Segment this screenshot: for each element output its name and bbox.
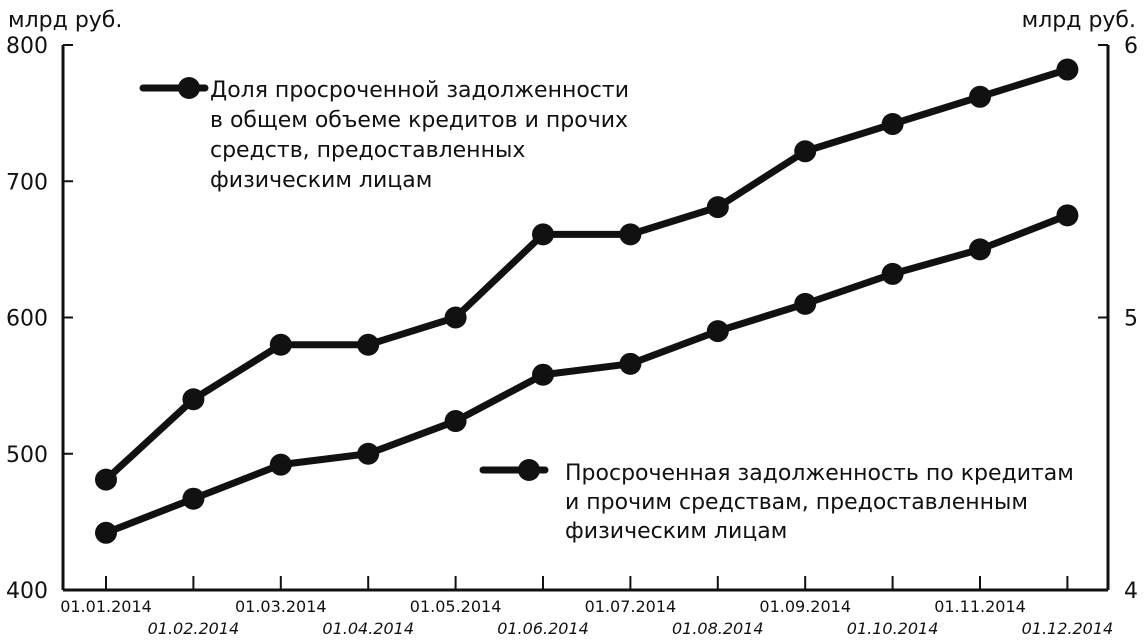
left-tick-label: 500 — [6, 443, 48, 468]
series-1-point — [619, 223, 642, 246]
series-1-point — [95, 468, 117, 491]
right-tick-label: 5 — [1124, 307, 1138, 332]
x-tick-label: 01.08.2014 — [672, 619, 764, 638]
series-1-point — [794, 140, 817, 163]
left-tick-label: 600 — [6, 307, 48, 332]
series-lines — [102, 66, 1071, 537]
series-2-point — [532, 363, 554, 386]
x-tick-label: 01.12.2014 — [1022, 619, 1114, 638]
x-tick-label: 01.11.2014 — [934, 597, 1026, 616]
legend-sample-marker-1 — [178, 77, 200, 99]
series-1-point — [182, 388, 205, 411]
x-tick-label: 01.01.2014 — [60, 597, 152, 616]
series-line-1 — [102, 66, 1071, 484]
left-tick-label: 700 — [6, 170, 48, 195]
legend-text-line: и прочим средствам, предоставленным — [565, 490, 1028, 515]
legend-sample-marker-2 — [518, 459, 540, 481]
series-1-point — [881, 113, 904, 136]
legend-text-line: физическим лицам — [565, 519, 787, 544]
series-1-point — [969, 85, 991, 108]
series-1-point — [444, 306, 467, 329]
series-line-2 — [102, 211, 1071, 537]
series-1-point — [1056, 58, 1079, 81]
right-axis-unit-label: млрд руб. — [1022, 8, 1136, 33]
legend-text-line: Доля просроченной задолженности — [210, 78, 629, 103]
x-tick-label: 01.09.2014 — [759, 597, 851, 616]
series-2-point — [706, 320, 729, 343]
series-2-point — [182, 487, 205, 510]
left-axis-unit-label: млрд руб. — [8, 8, 122, 33]
series-1-point — [532, 223, 554, 246]
chart-axes: 800 700 600 500 400 6 5 4 01.01.2014 01.02.2014 01… — [6, 34, 1138, 638]
legend: Доля просроченной задолженности в общем о… — [139, 77, 1074, 544]
x-tick-label: 01.07.2014 — [585, 597, 677, 616]
legend-text-line: Просроченная задолженность по кредитам — [565, 461, 1074, 486]
series-2-point — [269, 453, 292, 476]
x-tick-label: 01.10.2014 — [847, 619, 939, 638]
series-2-point — [619, 352, 642, 375]
x-tick-label: 01.05.2014 — [410, 597, 502, 616]
x-tick-label: 01.04.2014 — [322, 619, 414, 638]
series-1-point — [706, 196, 729, 219]
x-tick-label: 01.03.2014 — [235, 597, 327, 616]
right-tick-label: 4 — [1124, 579, 1138, 604]
left-tick-label: 400 — [6, 579, 48, 604]
left-tick-label: 800 — [6, 34, 48, 59]
series-2-point — [444, 410, 467, 433]
legend-text-line: физическим лицам — [210, 168, 432, 193]
series-1-point — [357, 333, 380, 356]
legend-text-line: в общем объеме кредитов и прочих — [210, 108, 628, 133]
legend-text-line: средств, предоставленных — [210, 138, 525, 163]
series-2-point — [794, 292, 817, 315]
x-tick-label: 01.02.2014 — [148, 619, 240, 638]
x-tick-label: 01.06.2014 — [497, 619, 589, 638]
series-2-point — [95, 521, 117, 544]
series-2-point — [1056, 204, 1079, 227]
series-markers — [95, 58, 1079, 544]
series-2-point — [969, 238, 991, 261]
series-2-point — [357, 442, 380, 465]
series-2-point — [881, 262, 904, 285]
series-1-point — [269, 333, 292, 356]
right-tick-label: 6 — [1124, 34, 1138, 59]
